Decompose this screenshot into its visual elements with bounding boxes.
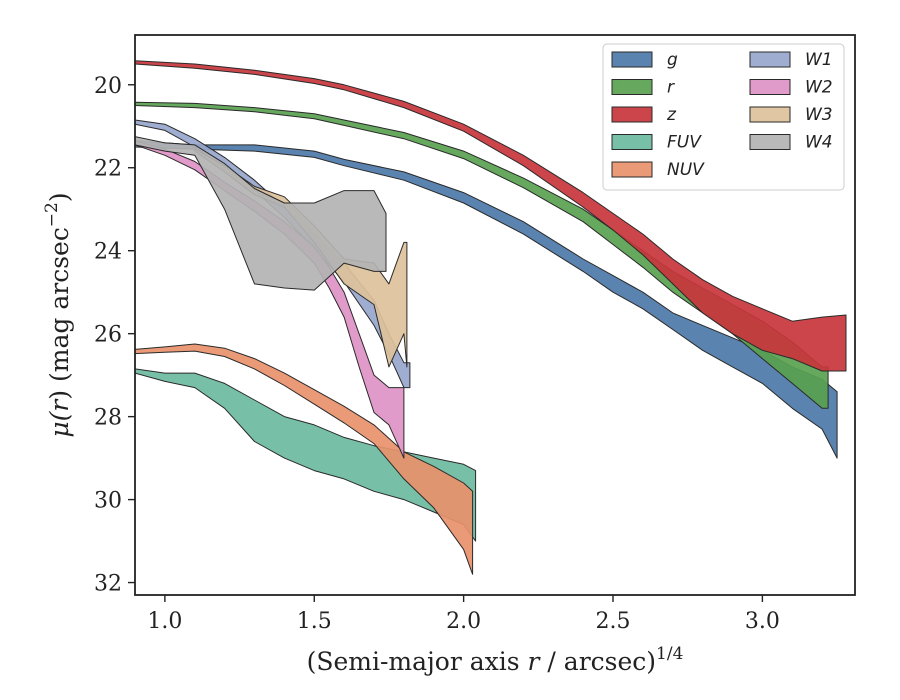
legend-swatch-w3 bbox=[749, 106, 791, 123]
legend-label-r: r bbox=[667, 78, 675, 98]
legend-swatch-fuv bbox=[611, 134, 653, 150]
legend: grz FUV NUV W1 W2 W3 W4 bbox=[602, 43, 845, 191]
legend-label-w1: W1 bbox=[805, 50, 833, 70]
band-nuv bbox=[135, 343, 474, 575]
band-z bbox=[135, 60, 847, 372]
legend-label-w4: W4 bbox=[805, 133, 833, 153]
x-tick-label: 2.5 bbox=[596, 609, 631, 634]
legend-label-nuv: NUV bbox=[667, 160, 705, 180]
x-tick-label: 3.0 bbox=[745, 609, 780, 634]
y-tick-label: 20 bbox=[94, 74, 122, 99]
y-tick-label: 26 bbox=[94, 323, 122, 348]
legend-label-w2: W2 bbox=[805, 78, 833, 98]
plot-frame bbox=[134, 34, 856, 596]
legend-swatch-w2 bbox=[749, 79, 791, 95]
x-axis-label: (Semi-major axis r / arcsec)1/4 bbox=[307, 644, 684, 676]
legend-swatch-w4 bbox=[749, 134, 791, 150]
legend-swatch-z bbox=[611, 106, 653, 123]
legend-swatch-r bbox=[611, 79, 653, 95]
legend-label-z: z bbox=[666, 105, 677, 125]
band-g bbox=[135, 140, 838, 459]
y-tick-label: 24 bbox=[94, 240, 122, 265]
band-fuv bbox=[135, 368, 477, 542]
y-tick-label: 22 bbox=[94, 157, 122, 182]
x-tick-label: 2.0 bbox=[446, 609, 481, 634]
legend-label-w3: W3 bbox=[805, 105, 833, 125]
legend-swatch-nuv bbox=[611, 161, 653, 178]
y-tick-label: 28 bbox=[94, 406, 122, 431]
legend-swatch-g bbox=[611, 51, 653, 68]
legend-label-fuv: FUV bbox=[667, 133, 702, 153]
x-tick-label: 1.5 bbox=[297, 609, 332, 634]
y-tick-label: 30 bbox=[94, 489, 122, 514]
band-r bbox=[135, 101, 829, 409]
band-w4 bbox=[135, 136, 387, 291]
x-tick-label: 1.0 bbox=[147, 609, 182, 634]
y-tick-label: 32 bbox=[94, 572, 122, 597]
y-axis-label: μ(r) (mag arcsec−2) bbox=[42, 192, 74, 437]
legend-label-g: g bbox=[667, 50, 678, 70]
legend-swatch-w1 bbox=[749, 51, 791, 68]
